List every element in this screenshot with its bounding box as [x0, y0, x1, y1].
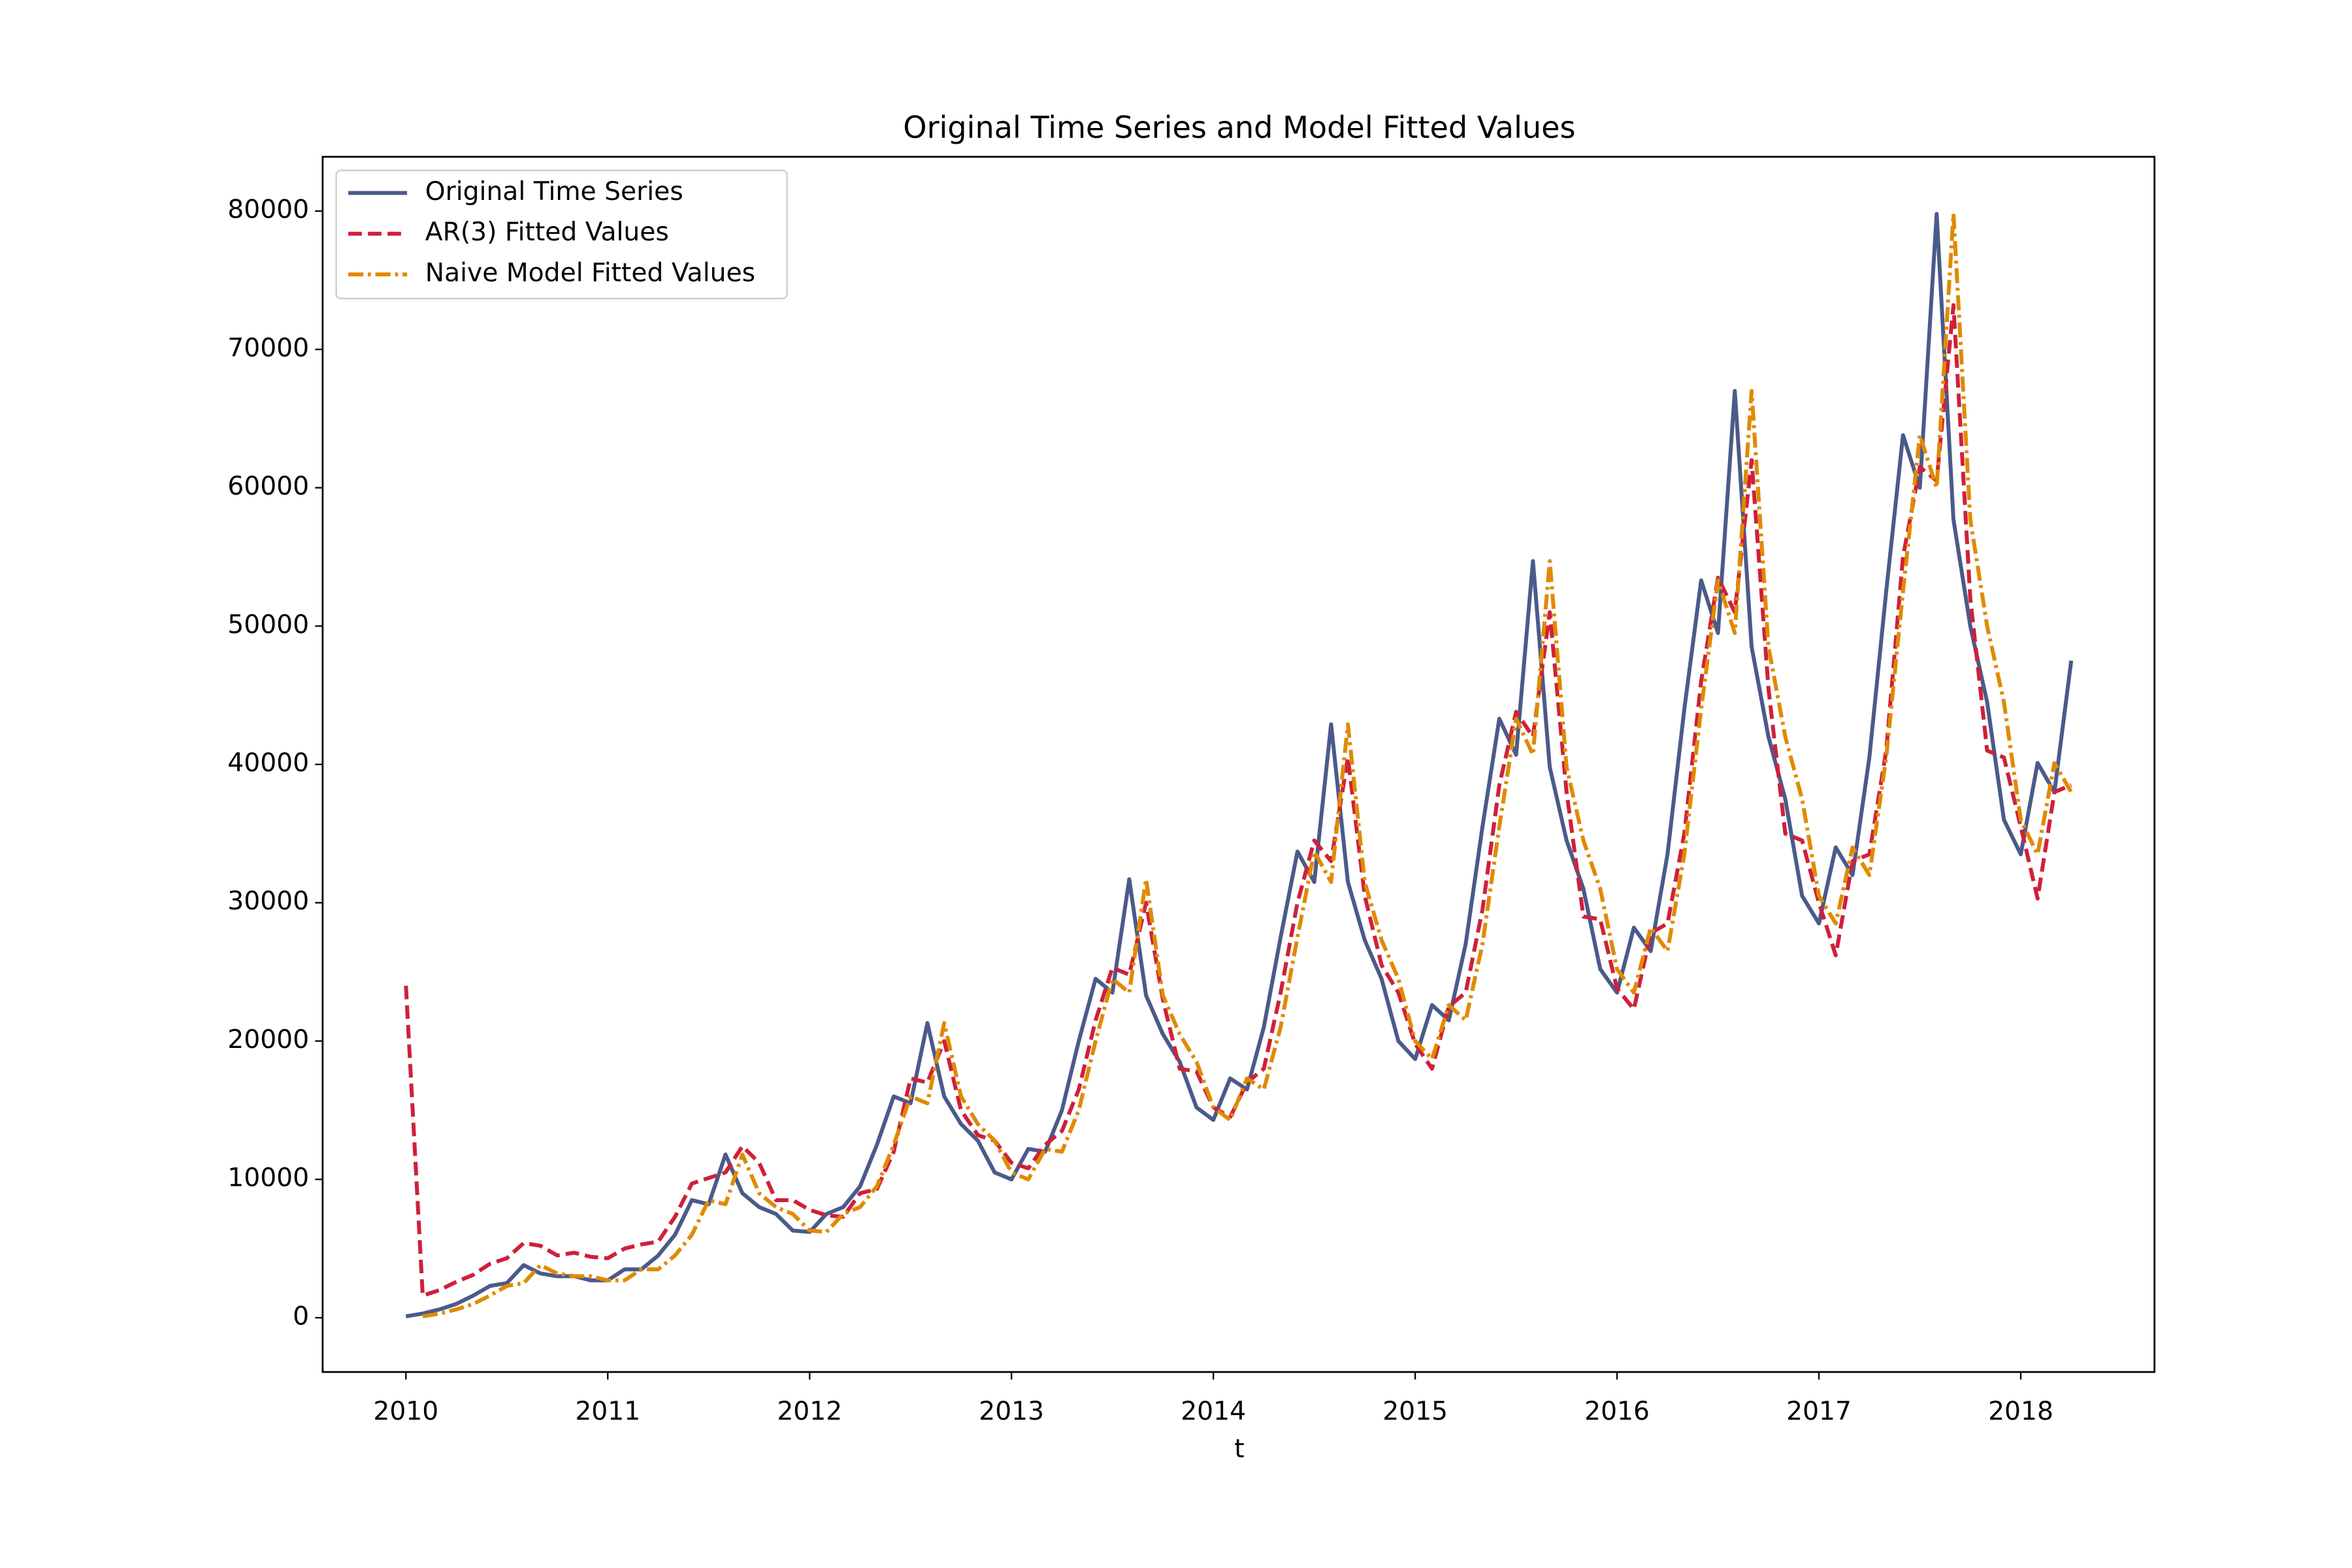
- y-tick-label: 30000: [227, 887, 309, 916]
- chart-title: Original Time Series and Model Fitted Va…: [903, 110, 1575, 145]
- legend-label: Naive Model Fitted Values: [425, 259, 755, 288]
- x-tick-label: 2014: [1181, 1397, 1246, 1426]
- y-tick-label: 60000: [227, 472, 309, 501]
- y-tick-label: 10000: [227, 1164, 309, 1193]
- x-tick-label: 2012: [777, 1397, 842, 1426]
- legend-box: [335, 169, 788, 300]
- plot-area: [404, 212, 2074, 1318]
- legend-label: Original Time Series: [425, 177, 683, 206]
- y-tick-label: 50000: [227, 610, 309, 640]
- series-line: [422, 212, 2073, 1318]
- x-axis-label: t: [1234, 1435, 1244, 1464]
- x-tick-label: 2018: [1988, 1397, 2053, 1426]
- y-tick-label: 20000: [227, 1025, 309, 1054]
- x-tick-label: 2010: [373, 1397, 438, 1426]
- y-tick-label: 40000: [227, 749, 309, 778]
- axes-frame: [321, 155, 2156, 1373]
- x-tick-label: 2016: [1584, 1397, 1650, 1426]
- y-tick-label: 80000: [227, 195, 309, 225]
- legend-label: AR(3) Fitted Values: [425, 218, 669, 247]
- x-tick-label: 2013: [979, 1397, 1044, 1426]
- x-tick-label: 2017: [1786, 1397, 1852, 1426]
- y-tick-label: 0: [293, 1301, 309, 1331]
- y-tick-label: 70000: [227, 333, 309, 363]
- series-line: [405, 212, 2074, 1318]
- x-tick-label: 2015: [1382, 1397, 1448, 1426]
- x-tick-label: 2011: [575, 1397, 640, 1426]
- legend: Original Time Series AR(3) Fitted Values N…: [335, 169, 788, 300]
- series-line: [404, 303, 2072, 1298]
